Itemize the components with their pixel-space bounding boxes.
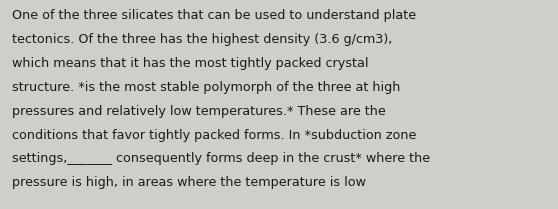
Text: tectonics. Of the three has the highest density (3.6 g/cm3),: tectonics. Of the three has the highest … — [12, 33, 393, 46]
Text: structure. *is the most stable polymorph of the three at high: structure. *is the most stable polymorph… — [12, 81, 401, 94]
Text: pressure is high, in areas where the temperature is low: pressure is high, in areas where the tem… — [12, 176, 366, 189]
Text: pressures and relatively low temperatures.* These are the: pressures and relatively low temperature… — [12, 105, 386, 118]
Text: settings,_______ consequently forms deep in the crust* where the: settings,_______ consequently forms deep… — [12, 152, 430, 165]
Text: One of the three silicates that can be used to understand plate: One of the three silicates that can be u… — [12, 9, 416, 22]
Text: conditions that favor tightly packed forms. In *subduction zone: conditions that favor tightly packed for… — [12, 129, 417, 141]
Text: which means that it has the most tightly packed crystal: which means that it has the most tightly… — [12, 57, 369, 70]
